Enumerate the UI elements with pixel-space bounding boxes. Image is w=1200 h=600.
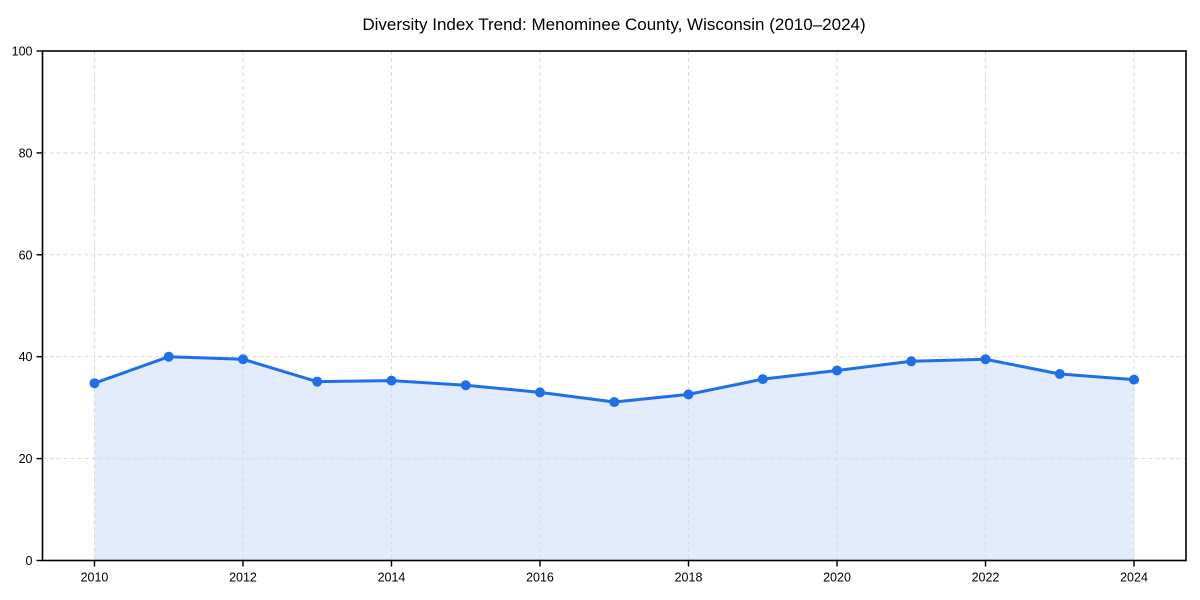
y-tick-label: 0: [26, 554, 33, 568]
data-point: [980, 354, 991, 365]
area-fill: [94, 356, 1135, 561]
x-tick-label: 2012: [229, 571, 257, 585]
data-point: [683, 389, 694, 400]
x-tick-label: 2018: [675, 571, 703, 585]
y-tick-label: 20: [19, 452, 33, 466]
y-tick-label: 80: [19, 146, 33, 160]
data-point: [386, 375, 397, 386]
plot-area: 2010 2012 2014 2016 2018 2020 2022 2024 0 20 40 60 8…: [12, 45, 1187, 585]
data-point: [534, 387, 545, 398]
x-tick-label: 2014: [378, 571, 406, 585]
chart-title: Diversity Index Trend: Menominee County,…: [362, 15, 865, 34]
y-tick-label: 100: [12, 45, 33, 59]
data-point: [906, 356, 917, 367]
y-tick-label: 60: [19, 248, 33, 262]
data-point: [1129, 374, 1140, 385]
x-tick-label: 2016: [526, 571, 554, 585]
axes-spines: [41, 50, 1187, 562]
data-point: [89, 378, 100, 389]
data-point: [609, 397, 620, 408]
x-tick-label: 2024: [1120, 571, 1148, 585]
x-tick-label: 2020: [823, 571, 851, 585]
data-point: [312, 376, 323, 387]
data-point: [163, 351, 174, 362]
x-tick-label: 2022: [972, 571, 1000, 585]
y-tick-label: 40: [19, 350, 33, 364]
data-point: [832, 365, 843, 376]
data-point: [1054, 369, 1065, 380]
data-point: [757, 374, 768, 385]
data-point: [237, 354, 248, 365]
data-point: [460, 380, 471, 391]
x-tick-label: 2010: [81, 571, 109, 585]
